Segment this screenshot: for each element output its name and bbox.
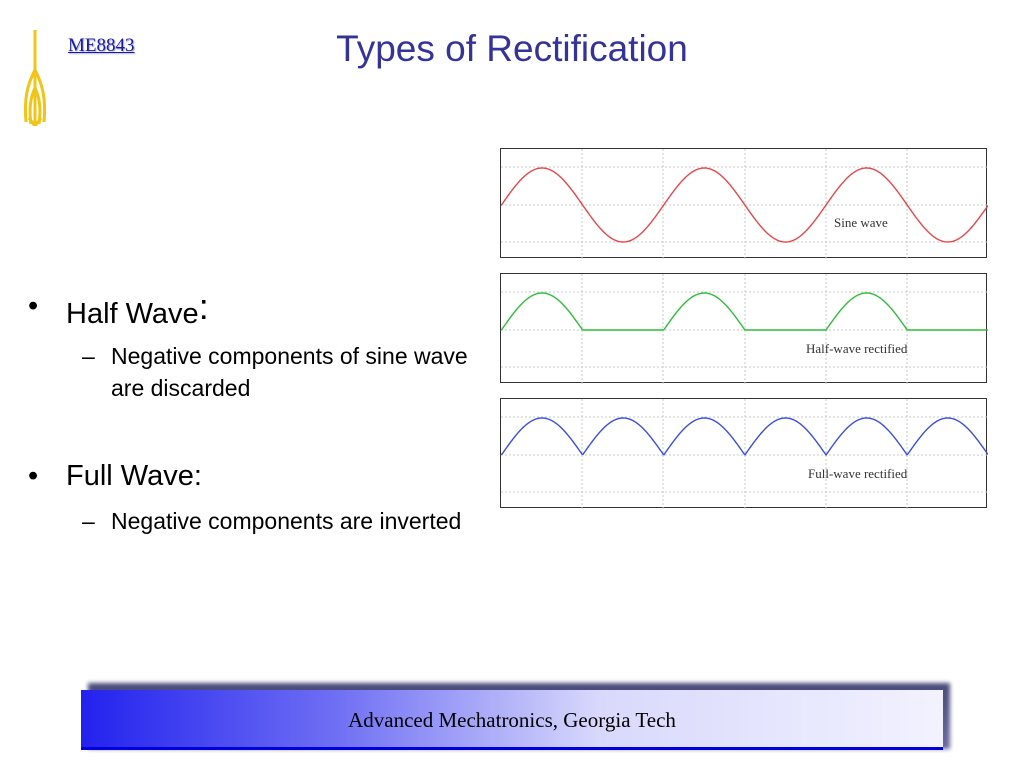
half-wave-panel: Half-wave rectified <box>500 273 988 384</box>
full-wave-waveform <box>501 417 988 457</box>
bullet-label: Full Wave: <box>66 460 202 492</box>
half-wave-label: Half-wave rectified <box>806 341 908 356</box>
sine-wave-plot <box>501 149 988 259</box>
footer-bar: Advanced Mechatronics, Georgia Tech <box>81 690 943 750</box>
bullet-dot: • <box>28 290 39 322</box>
slide-title: Types of Rectification <box>336 28 688 69</box>
course-code: ME8843 <box>68 35 135 56</box>
full-wave-panel: Full-wave rectified <box>500 398 988 509</box>
bullet-dot: • <box>28 460 39 492</box>
sub-bullet-dash: – <box>82 508 95 534</box>
sine-wave-panel: Sine wave <box>500 148 988 259</box>
footer-text: Advanced Mechatronics, Georgia Tech <box>348 708 676 732</box>
half-wave-plot <box>501 274 988 384</box>
bullet-label: Half Wave: <box>66 286 209 330</box>
sub-bullet-text: Negative components are inverted <box>111 508 462 534</box>
logo-icon <box>23 30 47 126</box>
full-wave-label: Full-wave rectified <box>808 466 908 481</box>
full-wave-plot <box>501 399 988 509</box>
sine-wave-label: Sine wave <box>834 215 888 230</box>
half-wave-waveform <box>501 292 988 331</box>
sine-waveform <box>501 167 988 243</box>
sub-bullet-dash: – <box>82 343 95 369</box>
sub-bullet-text: Negative components of sine wave are dis… <box>111 343 468 401</box>
